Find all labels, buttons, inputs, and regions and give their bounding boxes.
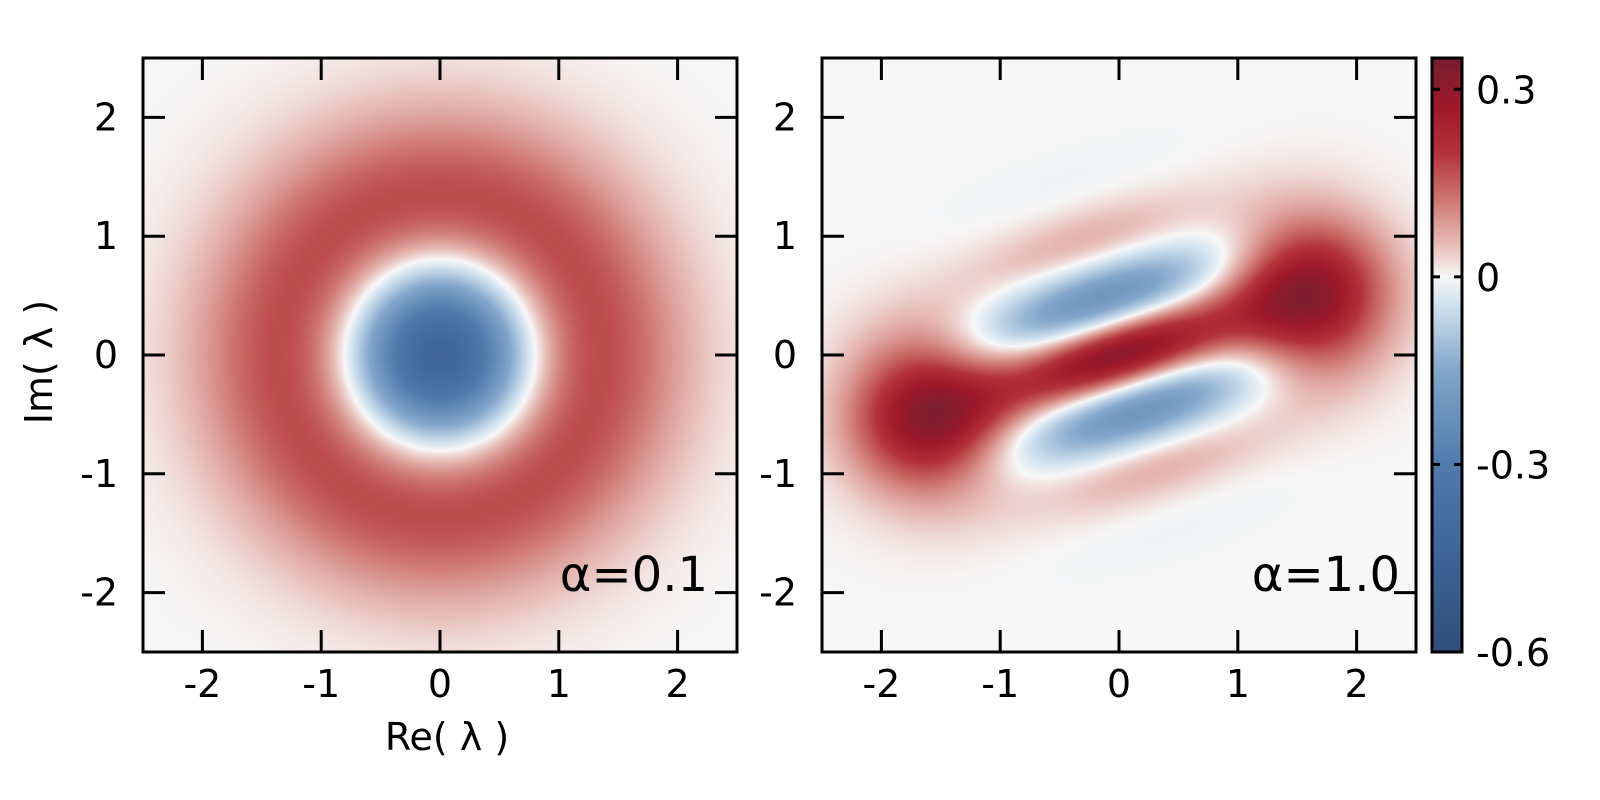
y-axis-label: Im( λ )	[17, 300, 61, 425]
y-tick-label: 0	[773, 333, 797, 377]
x-tick-label: -2	[183, 662, 221, 706]
x-tick-label: -2	[862, 662, 900, 706]
colorbar: 0.3 0 -0.3 -0.6	[1430, 56, 1550, 675]
colorbar-tick-label: 0	[1476, 256, 1500, 300]
x-axis-label: Re( λ )	[385, 715, 509, 759]
x-tick-label: 1	[547, 662, 571, 706]
y-tick-label: -1	[759, 452, 797, 496]
x-tick-label: 2	[1345, 662, 1369, 706]
colorbar-tick-label: -0.3	[1476, 443, 1550, 487]
y-tick-label: 2	[94, 95, 118, 139]
y-tick-label: -2	[80, 571, 118, 615]
y-tick-label: 0	[94, 333, 118, 377]
y-tick-label: -2	[759, 571, 797, 615]
y-tick-label: -1	[80, 452, 118, 496]
x-tick-label: -1	[981, 662, 1019, 706]
plot-frame-right: -2 -1 0 1 2 -2 -1 0 1 2	[759, 56, 1418, 706]
x-tick-label: 0	[428, 662, 452, 706]
heatmap-right	[822, 58, 1416, 652]
colorbar-tick-label: 0.3	[1476, 68, 1536, 112]
colorbar-border	[1430, 56, 1464, 654]
plot-frame-left: -2 -1 0 1 2 -2 -1 0 1 2	[80, 56, 739, 706]
colorbar-gradient	[1432, 58, 1462, 652]
y-tick-label: 1	[94, 214, 118, 258]
x-tick-label: 2	[666, 662, 690, 706]
heatmap-left	[143, 58, 737, 652]
annotation-left: α=0.1	[560, 547, 708, 603]
colorbar-tick-label: -0.6	[1476, 631, 1550, 675]
y-tick-label: 1	[773, 214, 797, 258]
x-tick-label: 1	[1226, 662, 1250, 706]
x-tick-label: 0	[1107, 662, 1131, 706]
annotation-right: α=1.0	[1252, 547, 1400, 603]
y-tick-label: 2	[773, 95, 797, 139]
x-tick-label: -1	[302, 662, 340, 706]
